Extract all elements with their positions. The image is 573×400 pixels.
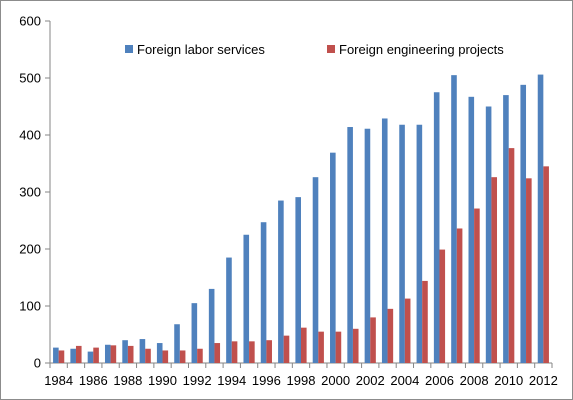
bar-engineering-2010 (508, 148, 515, 363)
x-tick-label: 1992 (183, 373, 212, 388)
x-tick-label: 1998 (287, 373, 316, 388)
bar-engineering-1999 (318, 331, 324, 363)
x-tick-label: 1990 (148, 373, 177, 388)
bar-labor-1986 (87, 351, 94, 363)
bar-engineering-1993 (214, 343, 221, 363)
y-tick-label: 100 (19, 299, 41, 314)
bar-engineering-2002 (370, 317, 376, 363)
bar-engineering-1991 (179, 350, 186, 363)
bar-labor-1994 (226, 257, 232, 363)
x-tick-label: 2008 (460, 373, 489, 388)
y-tick-label: 600 (19, 14, 41, 29)
bar-engineering-2003 (387, 308, 394, 363)
bar-engineering-1998 (301, 327, 307, 363)
y-tick-label: 500 (19, 71, 41, 86)
bar-engineering-1990 (162, 350, 169, 363)
x-tick-label: 1986 (79, 373, 108, 388)
bar-labor-1987 (104, 344, 111, 363)
bar-labor-2003 (381, 118, 388, 363)
bar-engineering-1988 (127, 345, 134, 363)
x-tick-label: 2004 (390, 373, 419, 388)
x-tick-label: 1994 (217, 373, 246, 388)
bar-labor-2002 (364, 128, 371, 363)
bar-labor-2011 (520, 84, 527, 363)
bar-engineering-1986 (93, 347, 99, 363)
x-tick-label: 2002 (356, 373, 385, 388)
x-tick-label: 2000 (321, 373, 350, 388)
bar-labor-1988 (122, 340, 128, 363)
bar-labor-2000 (330, 152, 336, 363)
bar-engineering-2000 (335, 331, 342, 363)
legend-swatch (327, 45, 335, 53)
y-tick-label: 200 (19, 242, 41, 257)
bar-labor-1993 (208, 288, 215, 363)
bar-engineering-2005 (422, 280, 428, 363)
bar-engineering-1997 (283, 335, 290, 363)
legend-swatch (125, 45, 133, 53)
bar-labor-1990 (156, 343, 163, 363)
x-tick-label: 1984 (44, 373, 73, 388)
bar-engineering-1984 (58, 350, 65, 363)
bar-labor-1999 (312, 177, 319, 363)
bar-labor-1992 (191, 303, 198, 363)
bar-labor-1995 (243, 234, 250, 363)
bar-engineering-2008 (474, 208, 480, 363)
bar-engineering-1994 (231, 341, 238, 363)
bar-engineering-1989 (145, 348, 151, 363)
bar-labor-2006 (433, 92, 440, 363)
bar-engineering-1996 (266, 340, 272, 363)
x-tick-label: 1988 (113, 373, 142, 388)
bar-engineering-1995 (249, 341, 255, 363)
bar-labor-1998 (295, 197, 301, 363)
x-tick-label: 2012 (529, 373, 558, 388)
legend: Foreign labor services Foreign engineerin… (125, 42, 504, 57)
bar-engineering-2009 (491, 177, 498, 363)
y-tick-label: 300 (19, 185, 41, 200)
y-tick-label: 0 (34, 356, 41, 371)
bar-engineering-2011 (526, 178, 532, 363)
bar-engineering-2006 (439, 249, 446, 363)
bar-engineering-1987 (110, 345, 117, 363)
bar-labor-2010 (503, 95, 509, 363)
x-axis: 1984 1986 1988 1990 1992 1994 1996 1998 2000 2002… (44, 362, 558, 388)
series-foreign-engineering-projects (58, 148, 549, 363)
bar-labor-2012 (537, 74, 544, 363)
bar-engineering-2004 (404, 298, 411, 363)
bar-labor-1985 (70, 348, 76, 363)
bar-labor-2001 (347, 127, 353, 364)
legend-item-foreign-labor-services: Foreign labor services (125, 42, 265, 57)
y-axis: 0 100 200 300 400 500 600 (19, 14, 51, 371)
bar-engineering-1985 (75, 345, 82, 363)
legend-label: Foreign engineering projects (339, 42, 504, 57)
series-foreign-labor-services (53, 74, 544, 364)
bar-labor-1984 (53, 347, 59, 363)
x-tick-label: 2006 (425, 373, 454, 388)
bar-engineering-2012 (543, 166, 549, 363)
bar-engineering-2007 (456, 228, 463, 363)
x-tick-label: 2010 (494, 373, 523, 388)
bar-labor-2008 (468, 96, 475, 363)
legend-item-foreign-engineering-projects: Foreign engineering projects (327, 42, 504, 57)
bar-labor-2004 (399, 124, 405, 364)
bar-labor-1996 (260, 222, 267, 363)
legend-label: Foreign labor services (137, 42, 265, 57)
bar-labor-2007 (451, 75, 457, 364)
bar-labor-1989 (139, 339, 146, 363)
bar-engineering-2001 (352, 328, 359, 363)
bar-labor-1997 (278, 200, 284, 363)
bar-labor-2005 (416, 124, 423, 364)
x-tick-label: 1996 (252, 373, 281, 388)
bar-labor-1991 (174, 324, 180, 363)
bars (53, 74, 549, 364)
bar-labor-2009 (485, 106, 492, 363)
bar-engineering-1992 (197, 348, 203, 363)
y-tick-label: 400 (19, 128, 41, 143)
